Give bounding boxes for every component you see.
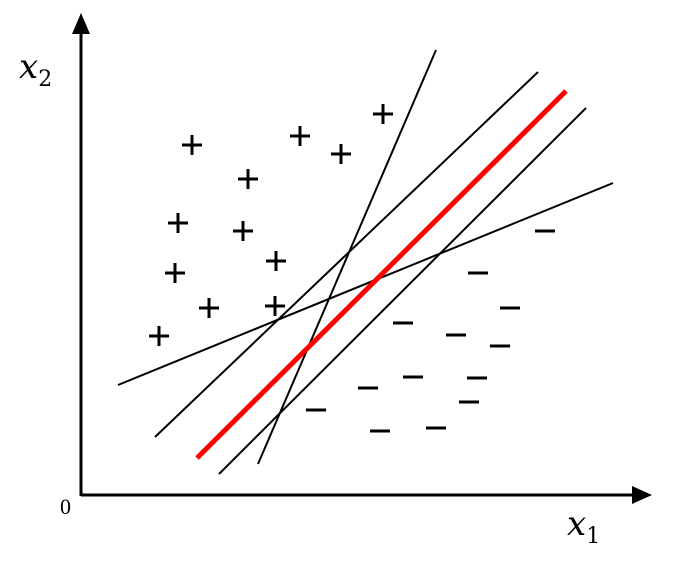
positive-point-plus-icon (233, 221, 253, 241)
positive-point-plus-icon (331, 144, 351, 164)
positive-point-plus-icon (165, 263, 185, 283)
candidate-separating-line (218, 107, 587, 475)
candidate-separating-line (117, 182, 614, 386)
separating-lines (117, 49, 614, 475)
positive-point-plus-icon (265, 296, 285, 316)
positive-point-plus-icon (149, 326, 169, 346)
positive-point-plus-icon (266, 251, 286, 271)
candidate-separating-line (154, 71, 539, 438)
data-points (149, 104, 555, 433)
positive-point-plus-icon (199, 298, 219, 318)
positive-point-plus-icon (373, 104, 393, 124)
positive-point-plus-icon (290, 126, 310, 146)
axes (72, 13, 652, 504)
x-axis-label: x1 (567, 504, 600, 549)
optimal-separating-line (195, 89, 568, 460)
y-axis-label: x2 (19, 47, 52, 92)
y-axis-arrow-icon (72, 13, 90, 34)
candidate-separating-line (257, 49, 437, 465)
positive-point-plus-icon (182, 135, 202, 155)
positive-point-plus-icon (238, 169, 258, 189)
positive-point-plus-icon (168, 213, 188, 233)
x-axis-arrow-icon (632, 486, 652, 504)
origin-label: 0 (60, 494, 71, 519)
